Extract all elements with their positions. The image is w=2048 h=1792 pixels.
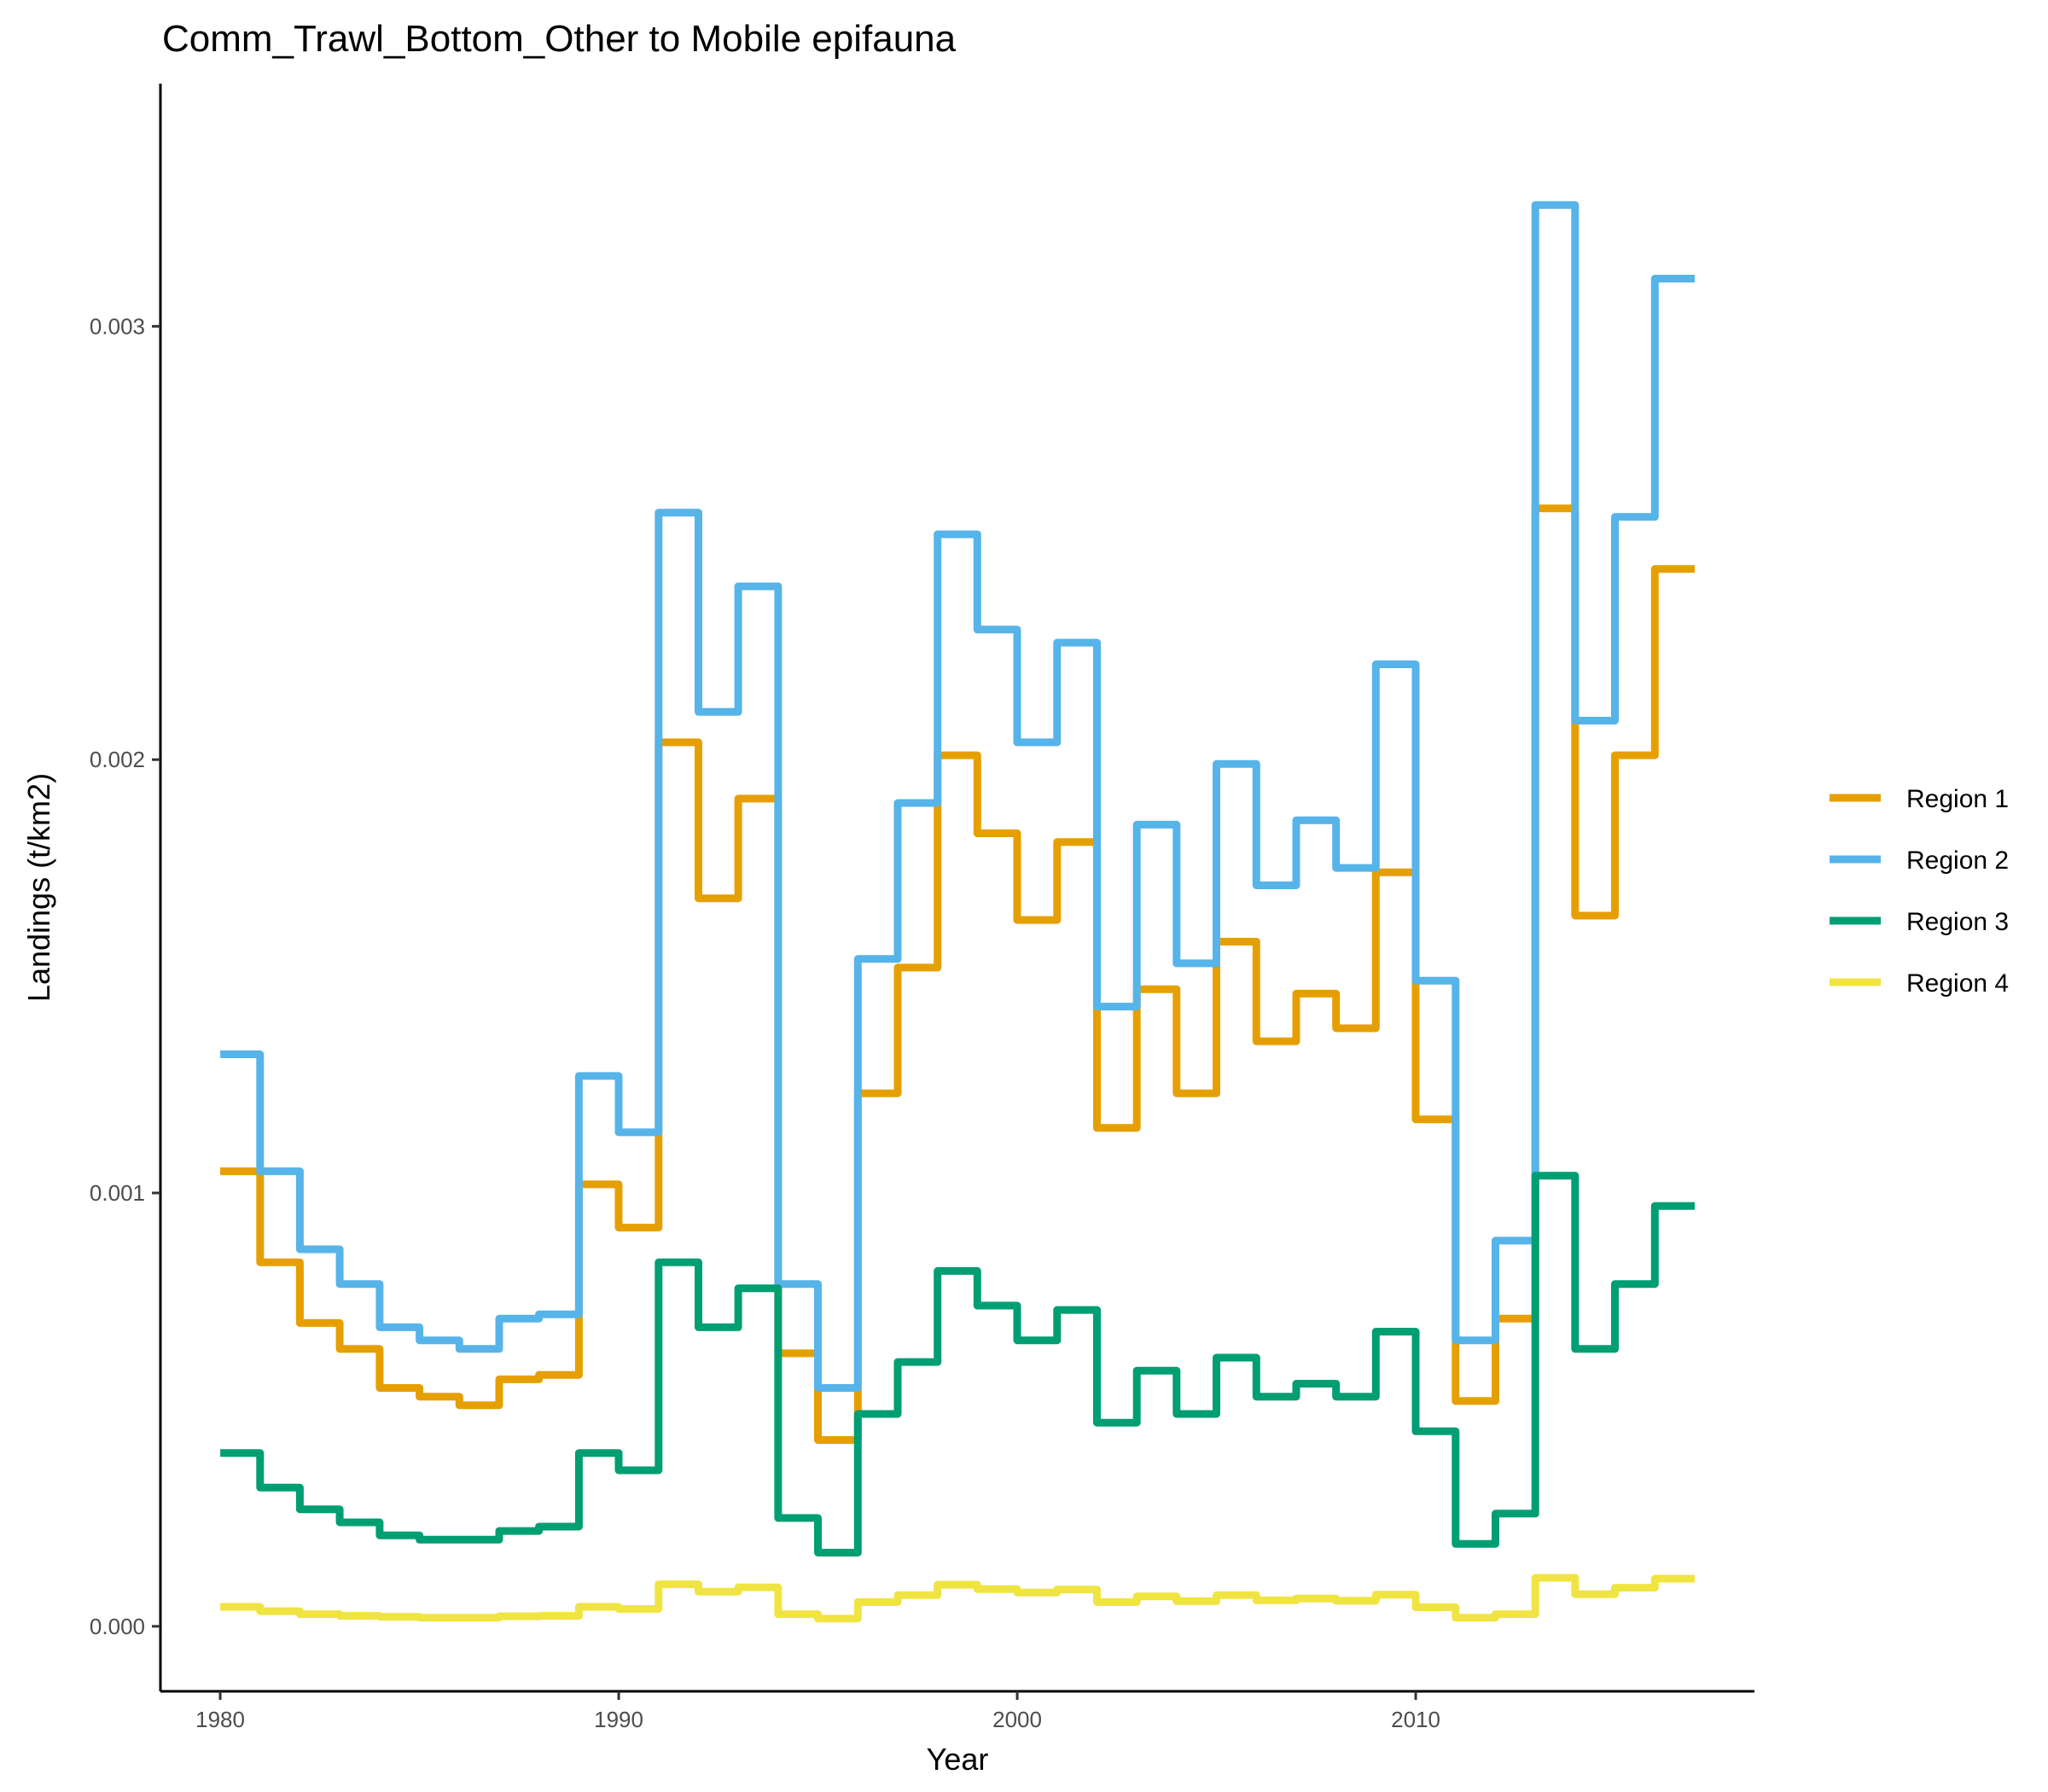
y-tick-label: 0.001: [90, 1180, 145, 1206]
legend-label-region-4: Region 4: [1906, 969, 2009, 998]
legend-label-region-1: Region 1: [1906, 785, 2009, 813]
y-tick-label: 0.002: [90, 747, 145, 772]
x-tick-label: 2000: [992, 1707, 1042, 1732]
x-tick-label: 2010: [1391, 1707, 1440, 1732]
chart-title: Comm_Trawl_Bottom_Other to Mobile epifau…: [162, 18, 957, 60]
legend-label-region-2: Region 2: [1906, 847, 2009, 875]
legend-label-region-3: Region 3: [1906, 908, 2009, 936]
x-tick-label: 1990: [594, 1707, 643, 1732]
y-axis-title: Landings (t/km2): [21, 773, 56, 1002]
series-line-region-1: [220, 504, 1695, 1444]
series-layer: [220, 201, 1695, 1623]
y-tick-label: 0.003: [90, 313, 145, 339]
y-tick-label: 0.000: [90, 1614, 145, 1639]
series-line-region-4: [220, 1574, 1695, 1623]
x-axis-ticks: 1980 1990 2000 2010: [195, 1691, 1440, 1732]
series-line-region-2: [220, 201, 1695, 1392]
legend: Region 1 Region 2 Region 3 Region 4: [1830, 785, 2009, 998]
y-axis-ticks: 0.000 0.001 0.002 0.003: [90, 313, 160, 1639]
x-tick-label: 1980: [195, 1707, 245, 1732]
x-axis-title: Year: [927, 1742, 989, 1777]
series-line-region-3: [220, 1172, 1695, 1556]
